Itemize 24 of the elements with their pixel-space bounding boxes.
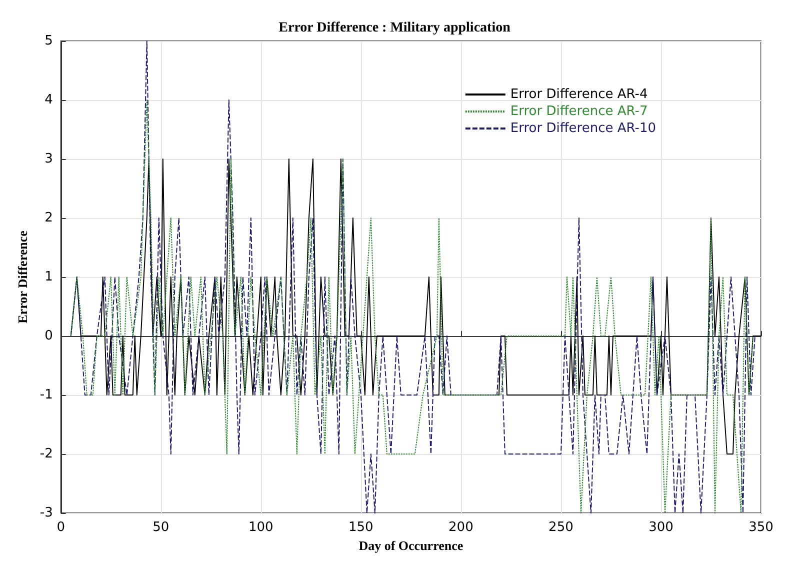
legend-label: Error Difference AR-4 (510, 87, 648, 102)
x-tick-label: 200 (448, 520, 474, 535)
y-tick-label: 4 (44, 92, 53, 108)
y-tick-label: 1 (44, 270, 53, 284)
x-tick-label: 50 (152, 520, 170, 535)
y-tick-label: -2 (40, 446, 53, 462)
line-series (70, 158, 762, 454)
legend-label: Error Difference AR-7 (510, 104, 648, 119)
x-tick-label: 250 (548, 520, 574, 535)
y-tick-label: -1 (40, 388, 53, 402)
chart-title: Error Difference : Military application (278, 20, 511, 36)
x-tick-label: 300 (648, 520, 674, 535)
y-tick-label: 2 (44, 210, 53, 226)
x-tick-label: 350 (748, 520, 774, 535)
legend-label: Error Difference AR-10 (510, 121, 656, 136)
x-tick-label: 0 (56, 520, 66, 535)
x-tick-label: 100 (248, 520, 274, 535)
x-axis-title: Day of Occurrence (358, 538, 464, 553)
y-axis-title: Error Difference (15, 230, 30, 324)
y-tick-label: 5 (44, 34, 53, 48)
x-tick-label: 150 (348, 520, 374, 535)
y-tick-label: 0 (44, 328, 53, 344)
y-tick-label: 3 (44, 152, 53, 166)
y-tick-label: -3 (40, 506, 53, 520)
